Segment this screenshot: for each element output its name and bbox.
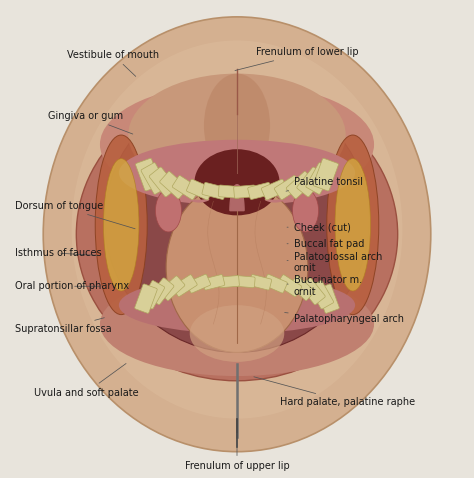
FancyBboxPatch shape bbox=[310, 281, 334, 309]
Text: Vestibule of mouth: Vestibule of mouth bbox=[67, 50, 159, 76]
FancyBboxPatch shape bbox=[219, 276, 239, 288]
FancyBboxPatch shape bbox=[172, 275, 197, 297]
FancyBboxPatch shape bbox=[219, 185, 240, 198]
Ellipse shape bbox=[128, 74, 346, 196]
Text: Gingiva or gum: Gingiva or gum bbox=[48, 111, 133, 134]
Ellipse shape bbox=[103, 159, 139, 291]
Ellipse shape bbox=[43, 17, 431, 452]
Text: Buccal fat pad: Buccal fat pad bbox=[287, 239, 364, 249]
FancyBboxPatch shape bbox=[172, 175, 200, 200]
Ellipse shape bbox=[155, 189, 182, 232]
FancyBboxPatch shape bbox=[317, 284, 339, 313]
Polygon shape bbox=[230, 185, 244, 211]
Ellipse shape bbox=[119, 140, 355, 206]
Text: Isthmus of fauces: Isthmus of fauces bbox=[15, 248, 101, 258]
FancyBboxPatch shape bbox=[300, 278, 325, 304]
Ellipse shape bbox=[194, 149, 280, 216]
FancyBboxPatch shape bbox=[289, 276, 315, 301]
Ellipse shape bbox=[95, 135, 147, 315]
FancyBboxPatch shape bbox=[274, 175, 302, 200]
Ellipse shape bbox=[190, 305, 284, 362]
FancyBboxPatch shape bbox=[140, 281, 164, 309]
Ellipse shape bbox=[292, 189, 319, 232]
Text: Supratonsillar fossa: Supratonsillar fossa bbox=[15, 318, 111, 334]
FancyBboxPatch shape bbox=[297, 167, 325, 197]
Text: Oral portion of pharynx: Oral portion of pharynx bbox=[15, 281, 129, 291]
FancyBboxPatch shape bbox=[277, 275, 302, 297]
FancyBboxPatch shape bbox=[261, 179, 288, 200]
Text: Cheek (cut): Cheek (cut) bbox=[287, 222, 351, 232]
FancyBboxPatch shape bbox=[248, 183, 272, 199]
Ellipse shape bbox=[166, 182, 308, 352]
Text: Palatoglossal arch
ornit: Palatoglossal arch ornit bbox=[287, 252, 382, 273]
FancyBboxPatch shape bbox=[202, 274, 225, 290]
FancyBboxPatch shape bbox=[234, 185, 255, 198]
Text: Uvula and soft palate: Uvula and soft palate bbox=[34, 363, 138, 398]
Text: Buccinator m.
ornit: Buccinator m. ornit bbox=[287, 275, 362, 297]
FancyBboxPatch shape bbox=[264, 274, 287, 293]
Ellipse shape bbox=[119, 277, 355, 334]
Ellipse shape bbox=[204, 74, 270, 177]
FancyBboxPatch shape bbox=[235, 276, 255, 288]
FancyBboxPatch shape bbox=[286, 172, 314, 199]
FancyBboxPatch shape bbox=[202, 183, 226, 199]
FancyBboxPatch shape bbox=[159, 276, 185, 301]
Ellipse shape bbox=[72, 41, 402, 419]
Ellipse shape bbox=[335, 159, 371, 291]
FancyBboxPatch shape bbox=[160, 172, 188, 199]
Text: Palatopharyngeal arch: Palatopharyngeal arch bbox=[285, 313, 404, 325]
Ellipse shape bbox=[100, 83, 374, 206]
FancyBboxPatch shape bbox=[187, 274, 210, 293]
Text: Palatine tonsil: Palatine tonsil bbox=[286, 177, 363, 191]
Ellipse shape bbox=[105, 88, 369, 352]
FancyBboxPatch shape bbox=[149, 167, 177, 197]
FancyBboxPatch shape bbox=[313, 158, 338, 191]
Text: Hard palate, palatine raphe: Hard palate, palatine raphe bbox=[254, 377, 415, 407]
FancyBboxPatch shape bbox=[135, 284, 157, 313]
Ellipse shape bbox=[76, 88, 398, 381]
FancyBboxPatch shape bbox=[306, 163, 333, 194]
Ellipse shape bbox=[100, 272, 374, 376]
FancyBboxPatch shape bbox=[149, 278, 174, 304]
Ellipse shape bbox=[327, 135, 379, 315]
FancyBboxPatch shape bbox=[136, 158, 161, 191]
FancyBboxPatch shape bbox=[249, 274, 272, 290]
FancyBboxPatch shape bbox=[186, 179, 213, 200]
Text: Frenulum of lower lip: Frenulum of lower lip bbox=[235, 47, 358, 71]
Text: Dorsum of tongue: Dorsum of tongue bbox=[15, 201, 135, 229]
FancyBboxPatch shape bbox=[141, 163, 168, 194]
Text: Frenulum of upper lip: Frenulum of upper lip bbox=[185, 433, 289, 471]
